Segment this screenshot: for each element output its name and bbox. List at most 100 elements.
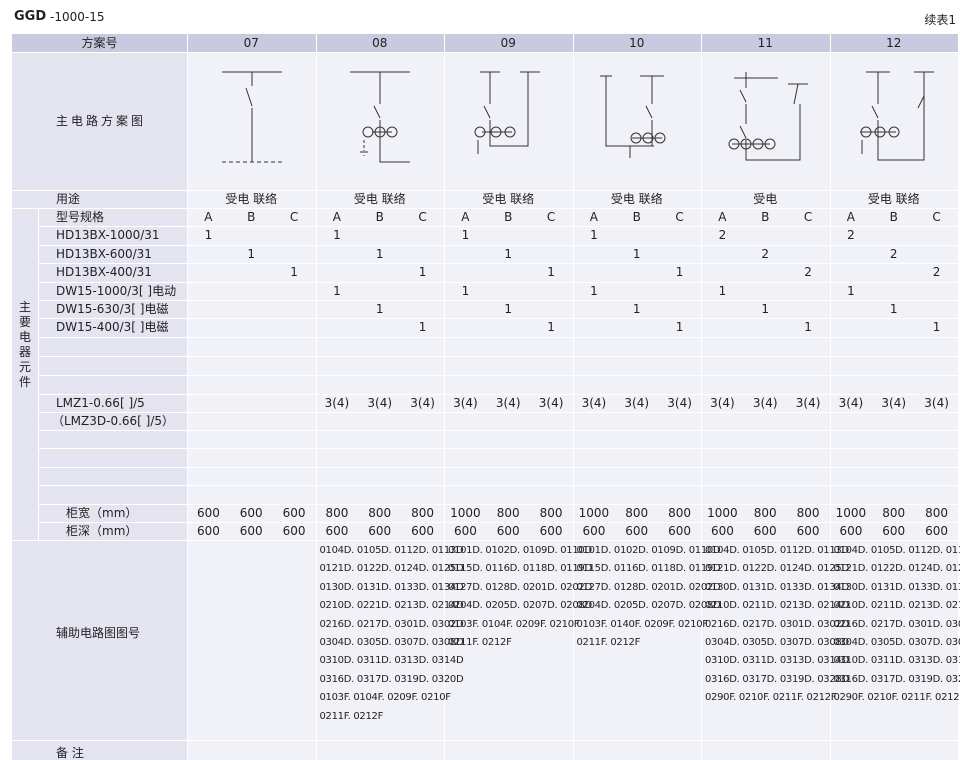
diagram-09 bbox=[474, 71, 540, 154]
cell-value: 1 bbox=[290, 265, 298, 279]
col-line bbox=[701, 34, 702, 760]
col-line bbox=[829, 34, 831, 760]
purpose: 受电 联络 bbox=[225, 192, 278, 206]
purpose: 受电 联络 bbox=[482, 192, 535, 206]
cell-value: 1 bbox=[547, 265, 555, 279]
cell-value: 3(4) bbox=[538, 396, 564, 410]
title: GGD bbox=[14, 9, 47, 24]
header-band bbox=[12, 34, 958, 52]
diagram-12 bbox=[860, 71, 934, 161]
aux-code: 0115D. 0116D. 0118D. 0119D bbox=[576, 563, 721, 575]
cell-value: 1 bbox=[375, 302, 384, 316]
cell-value: 1 bbox=[718, 284, 727, 298]
row-line bbox=[38, 245, 958, 246]
cell-value: 1 bbox=[632, 302, 641, 316]
aux-code: 0103F. 0104F. 0209F. 0210F bbox=[319, 692, 452, 704]
component-name: HD13BX-600/31 bbox=[56, 247, 152, 261]
row-line bbox=[38, 467, 958, 468]
label-band bbox=[12, 34, 187, 760]
cell-value: 800 bbox=[882, 506, 906, 520]
aux-code: 0216D. 0217D. 0301D. 0302D bbox=[705, 618, 849, 630]
purpose: 受电 联络 bbox=[353, 192, 406, 206]
cell-value: 1 bbox=[333, 284, 341, 298]
cell-value: 600 bbox=[710, 524, 734, 538]
sub-column: A bbox=[204, 210, 213, 224]
cell-value: 800 bbox=[796, 506, 820, 520]
cell-value: 2 bbox=[761, 247, 770, 261]
cell-value: 3(4) bbox=[752, 396, 778, 410]
row-line bbox=[12, 208, 958, 209]
aux-code: 0101D. 0102D. 0109D. 0110D bbox=[448, 545, 592, 556]
cell-value: 1 bbox=[590, 228, 598, 242]
component-name: DW15-1000/3[ ]电动 bbox=[56, 284, 177, 298]
purpose: 受电 联络 bbox=[610, 192, 663, 206]
row-line bbox=[38, 356, 958, 357]
cell-value: 2 bbox=[847, 228, 855, 242]
cell-value: 600 bbox=[239, 506, 263, 520]
sub-column: A bbox=[846, 210, 856, 224]
cell-value: 1 bbox=[504, 247, 513, 261]
row-line bbox=[12, 52, 958, 53]
sub-column: B bbox=[889, 210, 898, 224]
aux-code: 0290F. 0210F. 0211F. 0212F bbox=[705, 692, 837, 704]
row-line bbox=[38, 522, 958, 523]
aux-code: 0290F. 0210F. 0211F. 0212F bbox=[833, 692, 960, 704]
cell-value: 3(4) bbox=[324, 396, 350, 410]
aux-code: 0304D. 0305D. 0307D. 0308D bbox=[705, 637, 849, 648]
sub-column: A bbox=[461, 210, 470, 224]
cell-value: 800 bbox=[625, 506, 649, 520]
component-name: DW15-400/3[ ]电磁 bbox=[56, 320, 169, 334]
cell-value: 800 bbox=[753, 506, 777, 520]
aux-code: 0211F. 0212F bbox=[319, 710, 384, 722]
aux-code: 0127D. 0128D. 0201D. 0202D bbox=[576, 581, 721, 593]
diagram-11 bbox=[728, 72, 808, 161]
cell-value: 2 bbox=[804, 265, 812, 279]
cell-value: 3(4) bbox=[367, 396, 393, 410]
row-line bbox=[38, 412, 958, 413]
sub-column: B bbox=[247, 210, 256, 224]
row-line bbox=[38, 300, 958, 301]
cell-value: 1 bbox=[632, 247, 641, 261]
cell-value: 1 bbox=[461, 284, 470, 298]
aux-code: 0104D. 0105D. 0112D. 0113D bbox=[705, 545, 849, 556]
component-name: HD13BX-400/31 bbox=[56, 265, 152, 279]
cell-value: 1000 bbox=[450, 506, 481, 520]
row-line bbox=[12, 190, 958, 191]
row-line bbox=[12, 740, 958, 741]
aux-code: 0127D. 0128D. 0201D. 0202D bbox=[448, 581, 592, 593]
cell-value: 800 bbox=[925, 506, 949, 520]
cell-value: 800 bbox=[496, 506, 520, 520]
cell-value: 1 bbox=[932, 320, 941, 334]
cell-value: 1 bbox=[504, 302, 513, 316]
cell-value: 600 bbox=[282, 524, 306, 538]
row-line bbox=[38, 394, 958, 395]
row-line bbox=[38, 430, 958, 431]
row-line bbox=[38, 485, 958, 486]
aux-label: 辅助电路图图号 bbox=[56, 626, 141, 640]
col-line bbox=[572, 34, 574, 760]
side-label: 主要电器元件 bbox=[18, 300, 31, 389]
cell-value: 2 bbox=[718, 228, 727, 242]
aux-code: 0304D. 0305D. 0307D. 0308D bbox=[833, 637, 960, 648]
aux-code: 0104D. 0105D. 0112D. 0113D bbox=[833, 545, 960, 556]
sub-column: A bbox=[718, 210, 727, 224]
scheme-no: 10 bbox=[629, 36, 645, 50]
cell-value: 2 bbox=[889, 247, 898, 261]
aux-code: 0216D. 0217D. 0301D. 0302D bbox=[833, 618, 960, 630]
remarks-label: 备 注 bbox=[56, 746, 84, 760]
sub-column: B bbox=[375, 210, 384, 224]
cell-value: 1000 bbox=[707, 506, 738, 520]
cell-value: 3(4) bbox=[581, 396, 607, 410]
cell-value: 3(4) bbox=[924, 396, 949, 410]
diagram-07 bbox=[222, 71, 282, 163]
spec-label: 型号规格 bbox=[56, 210, 105, 224]
cell-value: 600 bbox=[325, 524, 349, 538]
width-label: 柜宽（mm） bbox=[66, 506, 138, 520]
aux-code: 0130D. 0131D. 0133D. 0134D bbox=[319, 581, 464, 593]
aux-code: 0216D. 0217D. 0301D. 0302D bbox=[319, 618, 464, 630]
cell-value: 1000 bbox=[578, 506, 610, 520]
row-line bbox=[38, 375, 958, 376]
diagram-10 bbox=[600, 75, 666, 158]
